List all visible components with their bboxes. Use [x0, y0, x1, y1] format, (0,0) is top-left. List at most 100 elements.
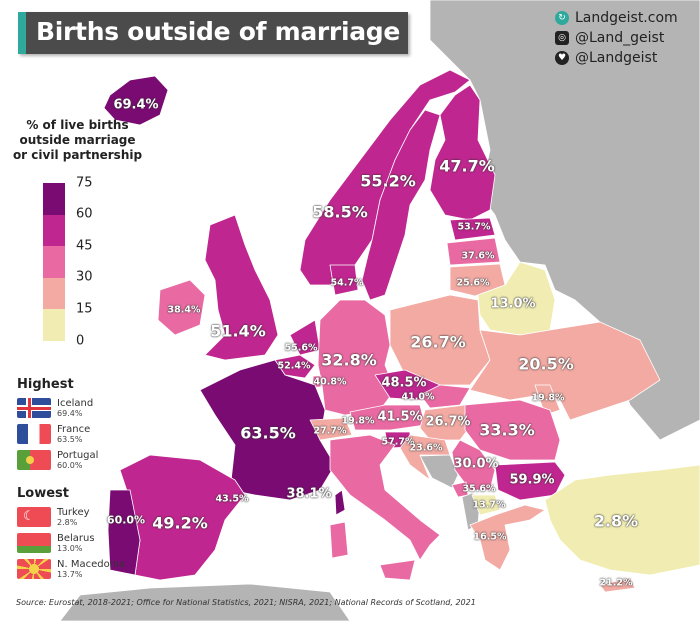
country-switzerland — [309, 417, 353, 441]
rank-item: France 63.5% — [17, 424, 90, 444]
rank-value: 13.7% — [57, 570, 83, 579]
label-spain: 49.2% — [152, 513, 208, 533]
label-north-macedonia: 13.7% — [472, 499, 506, 511]
label-sweden: 55.2% — [360, 171, 416, 191]
instagram-link[interactable]: ◎ @Land_geist — [555, 30, 664, 46]
source-note: Source: Eurostat, 2018-2021; Office for … — [16, 598, 476, 607]
scale-tick: 15 — [76, 301, 93, 317]
country-sweden — [361, 109, 441, 301]
rank-value: 2.8% — [57, 518, 78, 527]
rank-item: Iceland 69.4% — [17, 398, 93, 418]
rank-country: France — [57, 424, 91, 435]
label-serbia: 30.0% — [453, 456, 499, 472]
country-italy — [329, 434, 441, 561]
globe-icon: ↻ — [555, 11, 569, 25]
highest-heading: Highest — [17, 377, 74, 392]
country-moldova — [534, 384, 561, 416]
country-sicily — [379, 559, 416, 581]
twitter-link[interactable]: ♥ @Landgeist — [555, 50, 657, 66]
instagram-text: @Land_geist — [575, 30, 665, 46]
legend-title-line: or civil partnership — [12, 148, 143, 162]
scale-0-15 — [43, 309, 65, 341]
north-africa-region — [59, 583, 351, 621]
instagram-icon: ◎ — [555, 31, 569, 45]
country-denmark — [329, 264, 359, 296]
country-portugal — [107, 489, 141, 576]
label-cyprus: 21.2% — [599, 577, 633, 589]
scale-45-60 — [43, 214, 65, 246]
portugal-flag-icon — [17, 450, 51, 470]
label-ireland: 38.4% — [167, 304, 201, 316]
scale-15-30 — [43, 277, 65, 309]
lowest-heading: Lowest — [17, 486, 69, 501]
label-slovakia: 41.0% — [401, 391, 435, 403]
website-link[interactable]: ↻ Landgeist.com — [555, 10, 678, 26]
label-slovenia: 57.7% — [381, 436, 415, 448]
country-latvia — [446, 237, 501, 266]
label-romania: 33.3% — [479, 420, 535, 440]
country-croatia — [399, 434, 451, 481]
country-finland — [429, 84, 496, 221]
label-iceland: 69.4% — [113, 97, 159, 113]
page-title: Births outside of marriage — [36, 17, 401, 46]
rank-country: N. Macedonia — [57, 559, 125, 570]
scale-tick: 75 — [76, 175, 93, 191]
legend-title: % of live births outside marriage or civ… — [10, 118, 145, 163]
twitter-icon: ♥ — [555, 51, 569, 65]
label-turkey: 2.8% — [593, 511, 639, 531]
country-north-macedonia — [471, 494, 501, 516]
country-belarus — [477, 261, 556, 336]
label-latvia: 37.6% — [461, 250, 495, 262]
label-montenegro: 35.6% — [462, 483, 496, 495]
country-corsica — [334, 489, 346, 516]
turkey-flag-icon: ☾ — [17, 507, 51, 527]
north-macedonia-flag-icon — [17, 559, 51, 579]
label-greece: 16.5% — [473, 531, 507, 543]
label-czechia: 48.5% — [381, 375, 427, 391]
label-norway: 58.5% — [312, 202, 368, 222]
scale-tick: 30 — [76, 269, 93, 285]
rank-value: 63.5% — [57, 435, 83, 444]
label-belarus: 13.0% — [490, 296, 536, 312]
country-serbia — [451, 439, 496, 491]
country-ukraine — [469, 321, 661, 421]
rank-value: 13.0% — [57, 544, 83, 553]
country-poland — [389, 294, 491, 386]
scale-60-75 — [43, 183, 65, 215]
label-luxembourg: 40.8% — [313, 376, 347, 388]
twitter-text: @Landgeist — [575, 50, 658, 66]
label-portugal: 60.0% — [106, 513, 146, 527]
rank-country: Iceland — [57, 398, 94, 409]
country-greece — [469, 504, 546, 571]
rank-value: 69.4% — [57, 409, 83, 418]
scale-30-45 — [43, 246, 65, 278]
label-andorra: 43.5% — [215, 493, 249, 505]
country-slovakia — [419, 384, 471, 409]
rank-country: Portugal — [57, 450, 99, 461]
rank-value: 60.0% — [57, 461, 83, 470]
label-liechtenstein: 19.8% — [341, 415, 375, 427]
label-france: 63.5% — [240, 423, 296, 443]
title-accent — [18, 12, 26, 54]
country-ireland — [157, 279, 206, 336]
label-lithuania: 25.6% — [456, 277, 490, 289]
label-switzerland: 27.7% — [313, 425, 347, 437]
rank-item: ☾ Turkey 2.8% — [17, 507, 90, 527]
country-montenegro — [451, 481, 469, 498]
rank-item: N. Macedonia 13.7% — [17, 559, 125, 579]
label-poland: 26.7% — [410, 332, 466, 352]
label-croatia: 23.6% — [409, 442, 443, 454]
color-scale — [43, 183, 65, 341]
country-romania — [464, 399, 561, 461]
label-netherlands: 55.6% — [284, 342, 318, 354]
scale-tick: 60 — [76, 206, 93, 222]
france-flag-icon — [17, 424, 51, 444]
country-estonia — [449, 217, 496, 241]
legend-title-line: % of live births — [26, 118, 129, 132]
title-banner: Births outside of marriage — [18, 12, 408, 54]
rank-item: Portugal 60.0% — [17, 450, 98, 470]
label-denmark: 54.7% — [330, 277, 364, 289]
scale-tick: 0 — [76, 333, 85, 349]
iceland-flag-icon — [17, 398, 51, 418]
